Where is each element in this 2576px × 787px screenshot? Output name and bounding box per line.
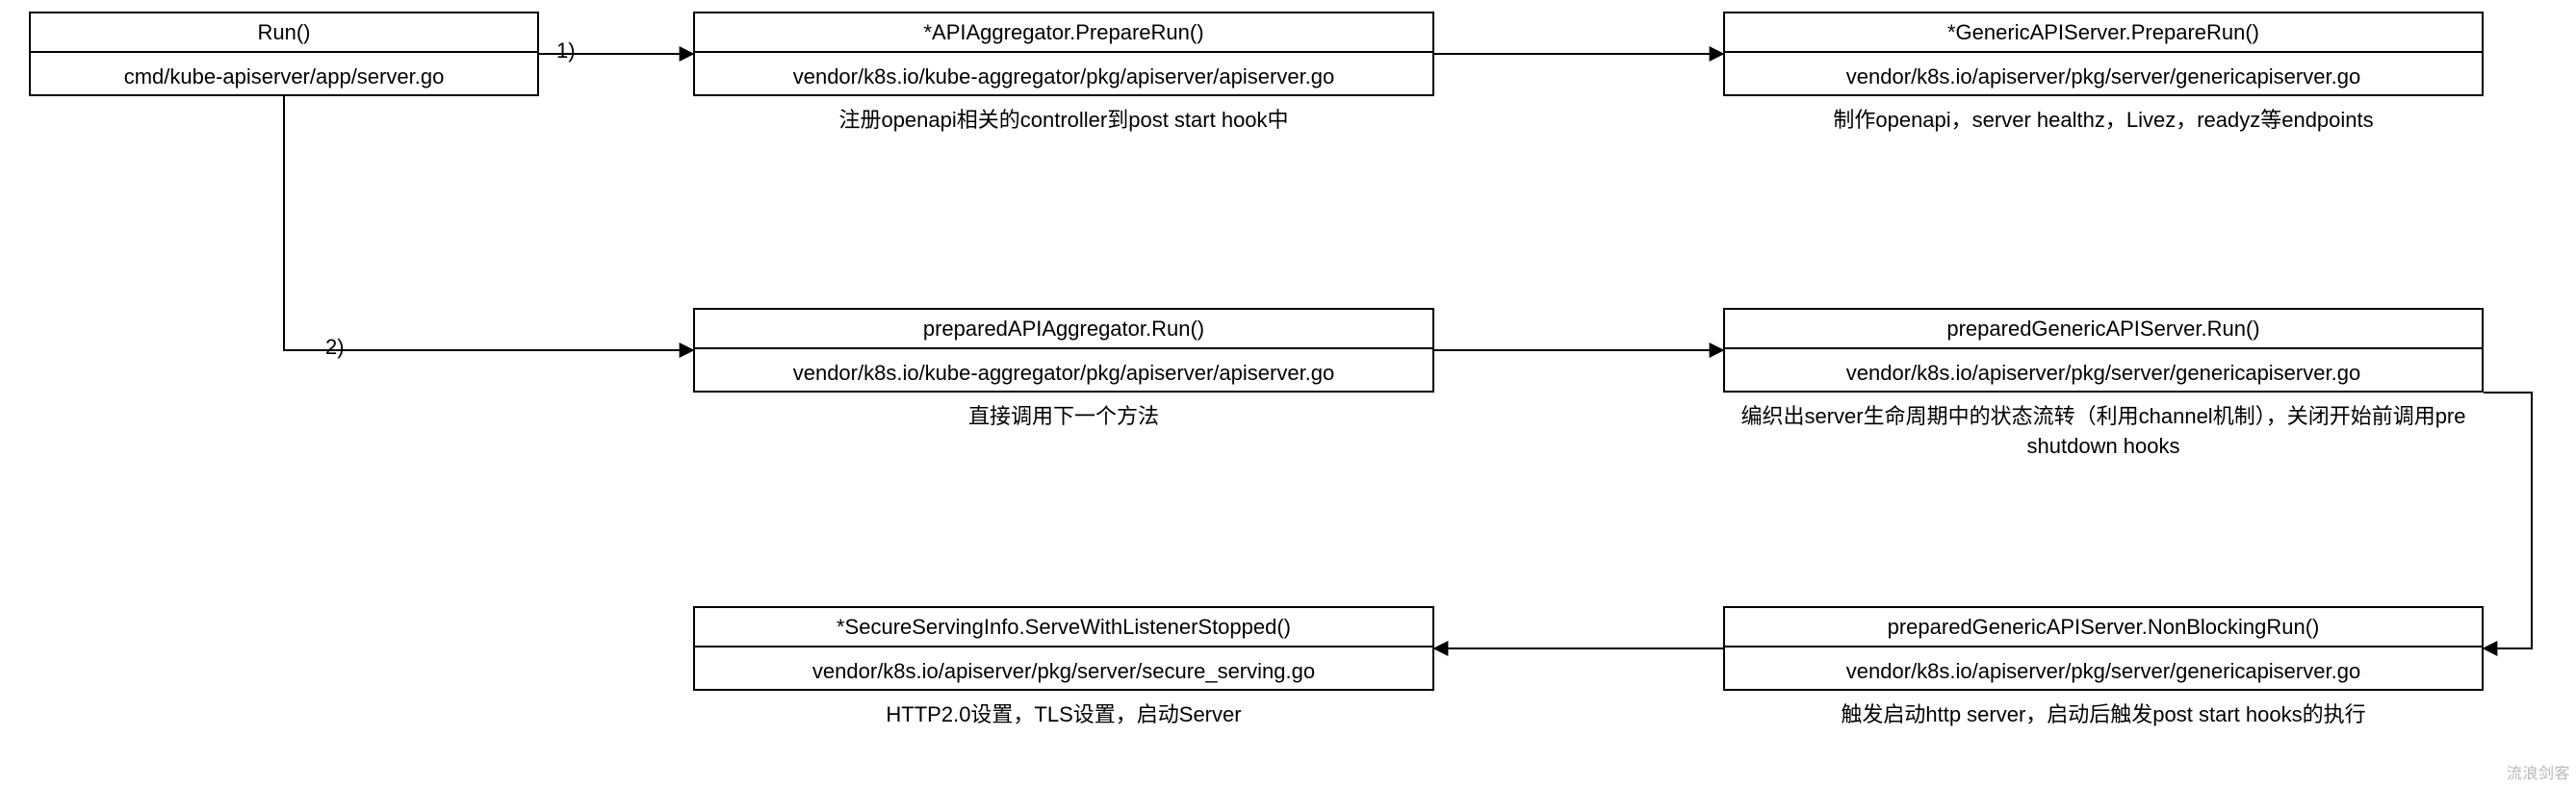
edge-label-2: 2) (325, 335, 345, 360)
node-title: preparedGenericAPIServer.NonBlockingRun(… (1725, 608, 2482, 647)
edge-arrow (2484, 393, 2532, 648)
node-caption: 编织出server生命周期中的状态流转（利用channel机制），关闭开始前调用… (1723, 402, 2484, 462)
flow-node-run: Run() cmd/kube-apiserver/app/server.go (29, 12, 539, 96)
node-title: *GenericAPIServer.PrepareRun() (1725, 13, 2482, 53)
node-title: preparedAPIAggregator.Run() (695, 310, 1432, 349)
flow-node-preparedgenericapiserver-run: preparedGenericAPIServer.Run() vendor/k8… (1723, 308, 2484, 393)
flow-node-genericapiserver-preparerun: *GenericAPIServer.PrepareRun() vendor/k8… (1723, 12, 2484, 96)
node-path: vendor/k8s.io/apiserver/pkg/server/gener… (1725, 647, 2482, 694)
node-path: vendor/k8s.io/kube-aggregator/pkg/apiser… (695, 53, 1432, 99)
edge-arrow (284, 96, 693, 350)
node-title: preparedGenericAPIServer.Run() (1725, 310, 2482, 349)
flow-node-secureserving: *SecureServingInfo.ServeWithListenerStop… (693, 606, 1434, 691)
flow-node-nonblockingrun: preparedGenericAPIServer.NonBlockingRun(… (1723, 606, 2484, 691)
node-title: Run() (31, 13, 537, 53)
node-caption: HTTP2.0设置，TLS设置，启动Server (693, 700, 1434, 730)
edge-label-1: 1) (556, 38, 576, 63)
flow-node-preparedapiaggregator-run: preparedAPIAggregator.Run() vendor/k8s.i… (693, 308, 1434, 393)
node-path: vendor/k8s.io/apiserver/pkg/server/gener… (1725, 53, 2482, 99)
node-title: *SecureServingInfo.ServeWithListenerStop… (695, 608, 1432, 647)
node-caption: 触发启动http server，启动后触发post start hooks的执行 (1723, 700, 2484, 730)
node-path: vendor/k8s.io/apiserver/pkg/server/secur… (695, 647, 1432, 694)
node-path: vendor/k8s.io/apiserver/pkg/server/gener… (1725, 349, 2482, 395)
watermark-text: 流浪剑客 (2507, 760, 2570, 783)
node-title: *APIAggregator.PrepareRun() (695, 13, 1432, 53)
node-caption: 注册openapi相关的controller到post start hook中 (693, 106, 1434, 136)
node-path: vendor/k8s.io/kube-aggregator/pkg/apiser… (695, 349, 1432, 395)
flow-node-apiaggregator-preparerun: *APIAggregator.PrepareRun() vendor/k8s.i… (693, 12, 1434, 96)
node-path: cmd/kube-apiserver/app/server.go (31, 53, 537, 99)
node-caption: 直接调用下一个方法 (693, 402, 1434, 432)
node-caption: 制作openapi，server healthz，Livez，readyz等en… (1723, 106, 2484, 136)
